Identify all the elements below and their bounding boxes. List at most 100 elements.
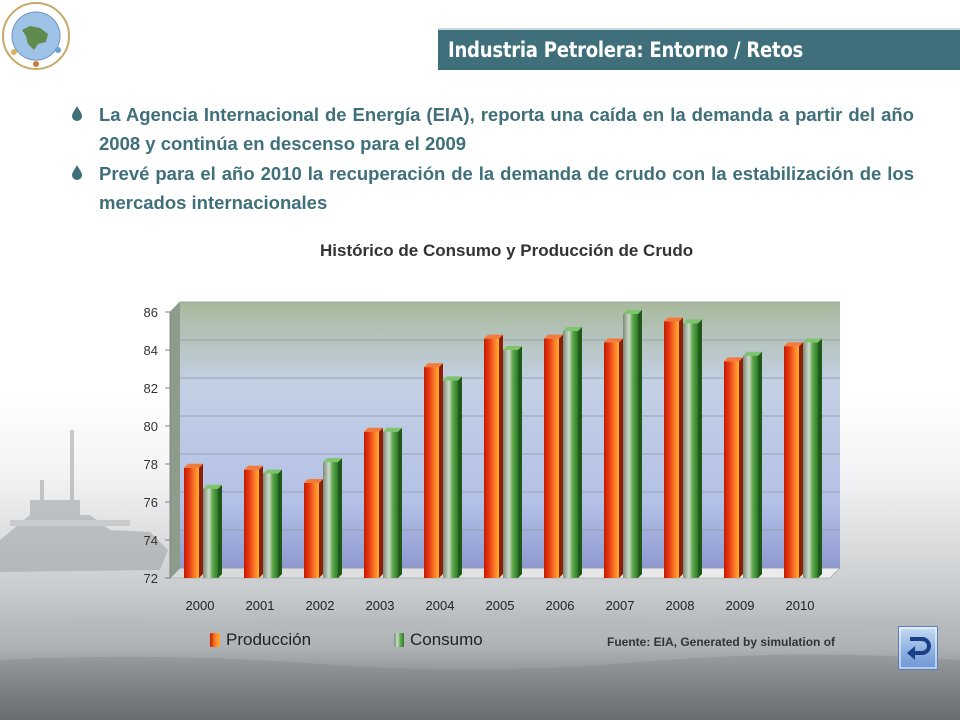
chart-title: Histórico de Consumo y Producción de Cru… <box>320 241 694 260</box>
legend-item-consumo: Consumo <box>394 630 483 650</box>
x-tick-label: 2005 <box>486 598 515 613</box>
bar-produccion-side <box>319 479 323 578</box>
bullet-item: La Agencia Internacional de Energía (EIA… <box>68 100 914 158</box>
bar-produccion-side <box>259 465 263 578</box>
chart-gridline <box>169 301 840 313</box>
bar-consumo <box>443 380 458 578</box>
legend-swatch-consumo <box>394 633 404 647</box>
bar-consumo <box>323 462 338 578</box>
bar-consumo-side <box>818 338 822 578</box>
bar-produccion-side <box>679 317 683 578</box>
x-tick-label: 2002 <box>306 598 335 613</box>
bar-produccion-side <box>439 363 443 578</box>
y-tick-label: 74 <box>144 533 158 548</box>
bar-consumo-side <box>338 458 342 578</box>
bar-consumo-top <box>503 346 522 350</box>
bar-consumo-side <box>638 309 642 578</box>
bar-produccion <box>364 431 379 578</box>
bar-produccion-top <box>304 479 323 483</box>
y-tick-label: 78 <box>144 457 158 472</box>
bar-consumo-top <box>623 309 642 314</box>
bar-consumo-side <box>218 484 222 578</box>
oil-tanker-illustration <box>0 430 168 572</box>
bar-consumo <box>743 355 758 578</box>
bar-consumo-side <box>278 469 282 578</box>
bar-produccion <box>244 469 259 578</box>
bar-consumo-side <box>698 319 702 578</box>
drop-bullet-icon <box>72 106 82 121</box>
bar-produccion <box>484 338 499 578</box>
bar-produccion-top <box>244 465 263 470</box>
x-tick-label: 2007 <box>606 598 635 613</box>
return-button[interactable] <box>898 626 938 670</box>
bar-produccion-side <box>799 342 803 578</box>
chart-source: Fuente: EIA, Generated by simulation of <box>607 635 836 649</box>
bullet-text: Prevé para el año 2010 la recuperación d… <box>99 163 914 213</box>
bullet-text: La Agencia Internacional de Energía (EIA… <box>99 104 914 154</box>
bar-produccion <box>304 483 319 578</box>
y-tick-label: 80 <box>144 419 158 434</box>
drop-bullet-icon <box>72 165 82 180</box>
bar-produccion <box>664 321 679 578</box>
x-tick-label: 2006 <box>546 598 575 613</box>
bar-consumo <box>623 313 638 578</box>
bar-produccion-top <box>604 338 623 343</box>
bar-produccion <box>424 367 439 578</box>
bar-produccion-top <box>724 357 743 362</box>
bullet-list: La Agencia Internacional de Energía (EIA… <box>68 100 914 218</box>
bar-produccion-side <box>499 334 503 578</box>
bar-consumo-top <box>743 351 762 356</box>
bar-produccion-top <box>784 342 803 347</box>
bar-consumo <box>803 342 818 578</box>
y-tick-label: 72 <box>144 571 158 586</box>
bullet-item: Prevé para el año 2010 la recuperación d… <box>68 159 914 217</box>
organization-logo <box>2 2 70 70</box>
legend-label-produccion: Producción <box>226 630 312 649</box>
bar-produccion <box>184 467 199 578</box>
bar-consumo-top <box>803 338 822 343</box>
bar-produccion-top <box>364 427 383 432</box>
bar-consumo-top <box>263 469 282 474</box>
title-bar: Industria Petrolera: Entorno / Retos <box>438 28 960 70</box>
bar-produccion-side <box>379 427 383 578</box>
x-tick-label: 2008 <box>666 598 695 613</box>
bar-consumo-top <box>203 484 222 489</box>
bar-consumo <box>683 323 698 578</box>
bar-produccion-top <box>424 363 443 368</box>
x-tick-label: 2010 <box>786 598 815 613</box>
x-tick-label: 2000 <box>186 598 215 613</box>
y-tick-label: 76 <box>144 495 158 510</box>
bar-produccion-side <box>199 463 203 578</box>
legend-label-consumo: Consumo <box>410 630 483 649</box>
bar-produccion-top <box>664 317 683 322</box>
sea-background <box>0 613 960 720</box>
bar-consumo-side <box>578 327 582 578</box>
bar-consumo-top <box>443 376 462 381</box>
bar-produccion-side <box>559 334 563 578</box>
bar-produccion-side <box>739 357 743 578</box>
bar-produccion <box>604 342 619 578</box>
bar-consumo-side <box>398 427 402 578</box>
bar-produccion <box>724 361 739 578</box>
bar-produccion-top <box>184 463 203 468</box>
y-tick-label: 84 <box>144 343 158 358</box>
x-tick-label: 2001 <box>246 598 275 613</box>
x-tick-label: 2004 <box>426 598 455 613</box>
x-tick-label: 2003 <box>366 598 395 613</box>
bar-consumo <box>563 331 578 578</box>
bar-consumo <box>263 473 278 578</box>
bar-consumo <box>383 431 398 578</box>
page-title: Industria Petrolera: Entorno / Retos <box>448 38 804 62</box>
bar-consumo-top <box>323 458 342 463</box>
bar-consumo-side <box>458 376 462 578</box>
bar-produccion-side <box>619 338 623 578</box>
chart-side-wall <box>170 302 180 578</box>
bar-consumo-side <box>758 351 762 578</box>
return-arrow-icon <box>907 637 931 660</box>
bar-consumo-top <box>383 427 402 432</box>
bar-consumo-top <box>683 319 702 324</box>
bar-consumo-side <box>518 346 522 578</box>
bar-consumo <box>503 350 518 578</box>
legend-item-produccion: Producción <box>210 630 311 650</box>
bar-produccion <box>784 346 799 578</box>
